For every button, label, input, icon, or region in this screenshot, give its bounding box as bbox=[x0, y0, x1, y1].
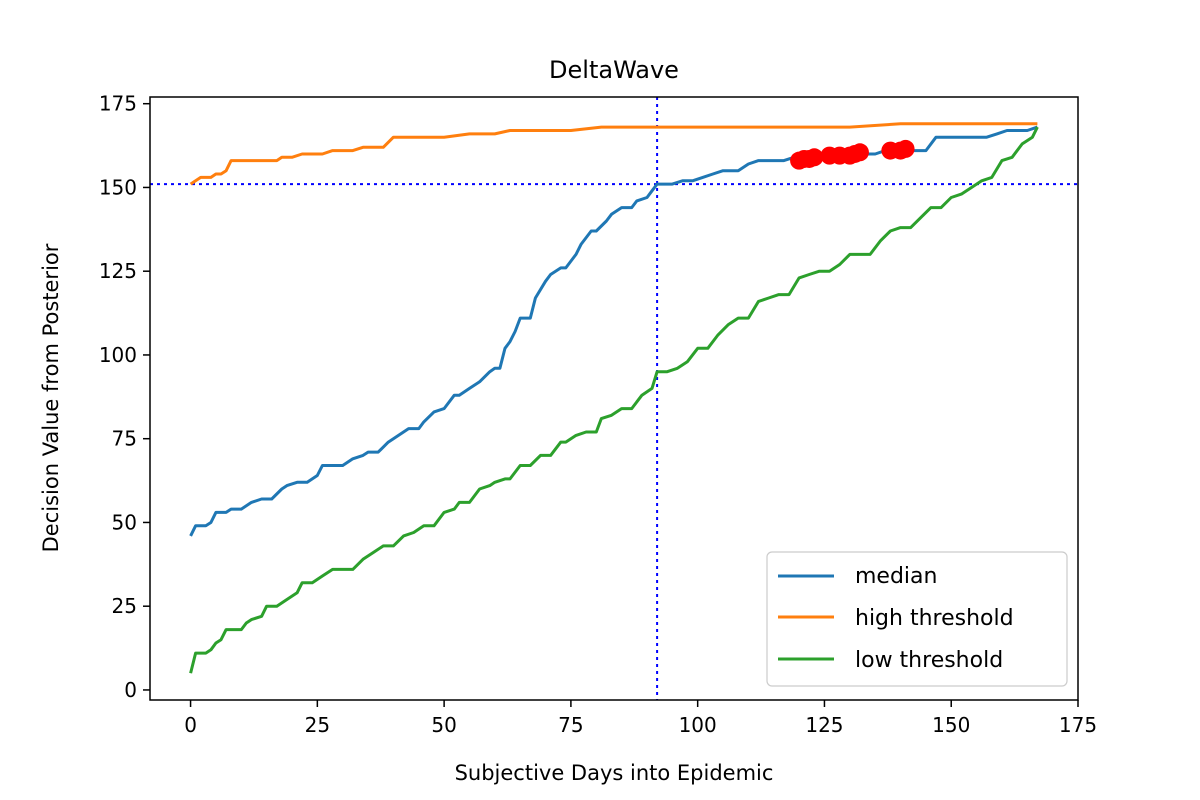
x-tick-label: 150 bbox=[932, 713, 970, 737]
marker-point-3 bbox=[805, 148, 824, 167]
marker-point-11 bbox=[896, 139, 915, 158]
plot-area bbox=[150, 97, 1078, 700]
axis-ticks: 0 25 50 75 100 125 150 175 0 25 50 75 100 125 150 175 bbox=[99, 92, 1097, 737]
y-tick-label: 125 bbox=[99, 259, 137, 283]
y-axis-label: Decision Value from Posterior bbox=[39, 243, 63, 552]
y-tick-label: 175 bbox=[99, 92, 137, 116]
series-line-median bbox=[189, 125, 1038, 537]
series-line-high-threshold bbox=[189, 122, 1038, 186]
chart-title: DeltaWave bbox=[549, 56, 679, 84]
x-tick-label: 75 bbox=[558, 713, 583, 737]
y-tick-label: 75 bbox=[112, 427, 137, 451]
y-tick-label: 50 bbox=[112, 510, 137, 534]
legend: median high threshold low threshold bbox=[766, 551, 1068, 687]
axes-frame bbox=[149, 96, 1079, 701]
marker-point-8 bbox=[850, 143, 869, 162]
x-tick-label: 0 bbox=[184, 713, 197, 737]
y-tick-label: 150 bbox=[99, 175, 137, 199]
series-line-low-threshold bbox=[189, 126, 1039, 674]
y-tick-label: 25 bbox=[112, 594, 137, 618]
x-tick-label: 100 bbox=[679, 713, 717, 737]
x-tick-label: 175 bbox=[1059, 713, 1097, 737]
legend-label-low-threshold: low threshold bbox=[855, 648, 1003, 673]
y-tick-label: 100 bbox=[99, 343, 137, 367]
x-axis-label: Subjective Days into Epidemic bbox=[455, 761, 774, 785]
x-tick-label: 25 bbox=[305, 713, 330, 737]
y-tick-label: 0 bbox=[124, 678, 137, 702]
x-tick-label: 50 bbox=[431, 713, 456, 737]
legend-box bbox=[766, 551, 1068, 687]
legend-label-high-threshold: high threshold bbox=[855, 606, 1014, 631]
legend-label-median: median bbox=[855, 564, 937, 589]
x-tick-label: 125 bbox=[805, 713, 843, 737]
